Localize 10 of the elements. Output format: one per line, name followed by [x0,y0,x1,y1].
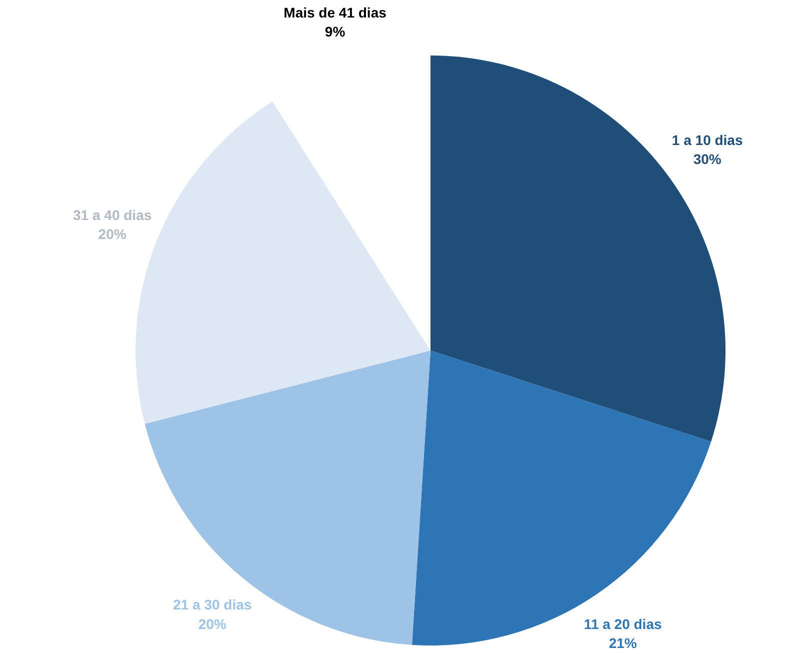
slice-label: 21 a 30 dias [173,596,252,613]
slice-label: Mais de 41 dias [284,4,387,20]
slice-label: 11 a 20 dias [584,616,662,632]
slice-label: 31 a 40 dias [73,206,152,223]
slice-label: 1 a 10 dias [672,132,743,148]
data-label: 30% [693,150,722,167]
data-label: 20% [198,616,227,632]
data-label: 9% [324,23,346,40]
data-label: 21% [608,635,638,652]
data-label: 20% [98,226,127,242]
